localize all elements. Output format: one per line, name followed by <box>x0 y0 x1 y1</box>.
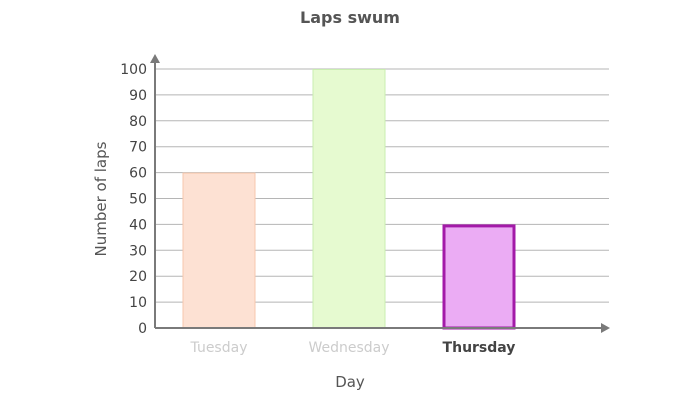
x-axis-label: Day <box>335 373 365 391</box>
y-tick-label: 10 <box>129 295 147 311</box>
y-tick-label: 90 <box>129 88 147 104</box>
x-tick-label-wednesday: Wednesday <box>308 340 389 356</box>
y-axis-arrow-icon <box>150 54 160 63</box>
axes <box>150 54 610 333</box>
y-tick-label: 70 <box>129 140 147 156</box>
x-tick-label-tuesday: Tuesday <box>190 340 248 356</box>
y-tick-label: 100 <box>120 62 147 78</box>
y-tick-labels: 0 10 20 30 40 50 60 70 80 90 100 <box>120 62 147 337</box>
bar-thursday <box>442 224 516 330</box>
x-axis-arrow-icon <box>601 323 610 333</box>
y-tick-label: 50 <box>129 192 147 208</box>
bar-wednesday <box>312 69 386 329</box>
x-tick-labels: Tuesday Wednesday Thursday <box>190 340 516 356</box>
chart-title: Laps swum <box>300 8 400 27</box>
y-axis-label: Number of laps <box>92 141 110 256</box>
y-tick-label: 30 <box>129 243 147 259</box>
y-tick-label: 0 <box>138 321 147 337</box>
bar-tuesday <box>182 172 256 329</box>
y-tick-label: 20 <box>129 269 147 285</box>
y-tick-label: 40 <box>129 217 147 233</box>
x-tick-label-thursday: Thursday <box>443 340 516 356</box>
y-tick-label: 80 <box>129 114 147 130</box>
y-tick-label: 60 <box>129 166 147 182</box>
